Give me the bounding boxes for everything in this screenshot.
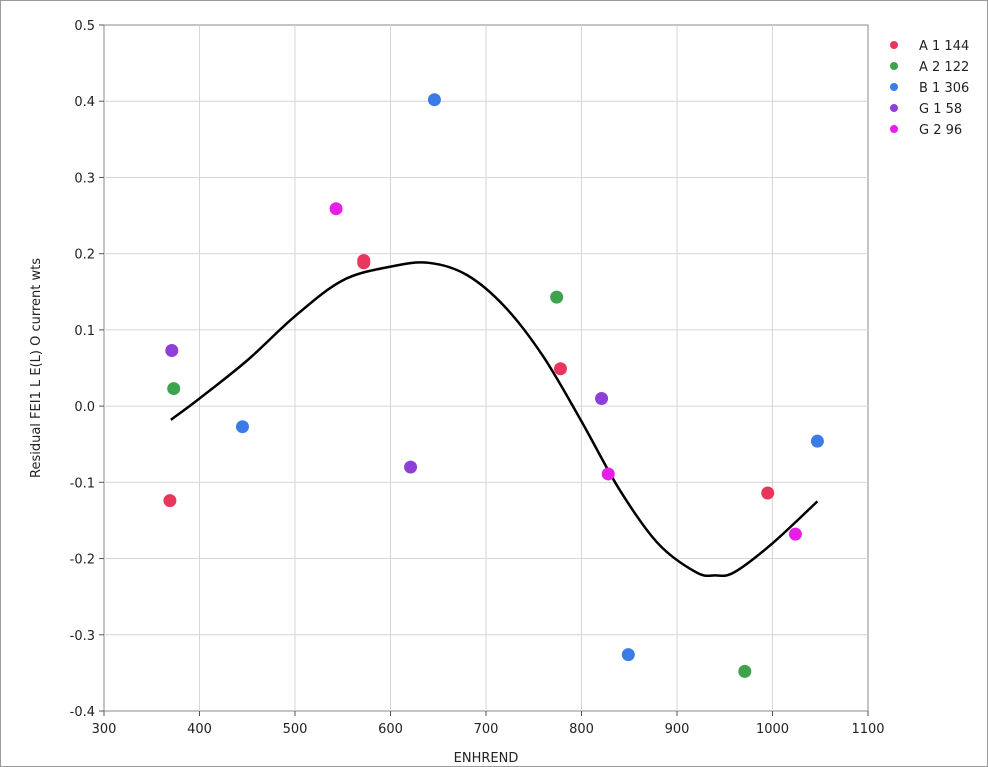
- legend-label: A 1 144: [919, 39, 969, 54]
- legend-marker: [890, 104, 898, 112]
- grid-lines: [104, 25, 868, 711]
- data-point: [761, 486, 775, 500]
- x-tick-label: 700: [474, 722, 499, 737]
- x-tick-label: 800: [569, 722, 594, 737]
- legend-marker: [890, 125, 898, 133]
- y-tick-label: -0.3: [70, 629, 95, 644]
- x-tick-label: 300: [92, 722, 117, 737]
- data-point: [404, 460, 418, 474]
- y-tick-label: -0.1: [70, 476, 95, 491]
- y-tick-label: 0.2: [74, 248, 95, 263]
- x-axis-ticks: 300 400 500 600 700 800 900 1000 1100: [92, 711, 885, 737]
- data-point: [357, 254, 371, 268]
- y-tick-label: -0.2: [70, 553, 95, 568]
- legend-marker: [890, 41, 898, 49]
- y-tick-label: -0.4: [70, 705, 95, 720]
- x-tick-label: 1000: [756, 722, 789, 737]
- y-axis-label: Residual FEI1 L E(L) O current wts: [29, 258, 44, 478]
- legend-label: B 1 306: [919, 81, 969, 96]
- data-points: [163, 93, 824, 678]
- data-point: [427, 93, 441, 107]
- x-tick-label: 500: [283, 722, 308, 737]
- data-point: [550, 290, 564, 304]
- data-point: [810, 434, 824, 448]
- data-point: [167, 382, 181, 396]
- legend-label: G 2 96: [919, 123, 962, 138]
- data-point: [235, 420, 249, 434]
- y-tick-label: 0.4: [74, 95, 95, 110]
- y-axis-ticks: -0.4 -0.3 -0.2 -0.1 0.0 0.1 0.2 0.3 0.4 0.5: [70, 19, 104, 720]
- legend-marker: [890, 83, 898, 91]
- fit-curve: [170, 261, 819, 578]
- legend-label: G 1 58: [919, 102, 962, 117]
- data-point: [738, 664, 752, 678]
- y-tick-label: 0.0: [74, 400, 95, 415]
- y-tick-label: 0.5: [74, 19, 95, 34]
- data-point: [329, 202, 343, 216]
- x-tick-label: 1100: [851, 722, 884, 737]
- legend-marker: [890, 62, 898, 70]
- x-tick-label: 400: [187, 722, 212, 737]
- data-point: [788, 527, 802, 541]
- legend-label: A 2 122: [919, 60, 969, 75]
- data-point: [621, 648, 635, 662]
- data-point: [595, 391, 609, 405]
- y-tick-label: 0.1: [74, 324, 95, 339]
- data-point: [601, 467, 615, 481]
- x-tick-label: 600: [378, 722, 403, 737]
- data-point: [553, 362, 567, 376]
- y-tick-label: 0.3: [74, 171, 95, 186]
- x-tick-label: 900: [665, 722, 690, 737]
- data-point: [165, 343, 179, 357]
- data-point: [163, 494, 177, 508]
- legend: A 1 144 A 2 122 B 1 306 G 1 58 G 2 96: [890, 39, 969, 138]
- x-axis-label: ENHREND: [454, 751, 519, 766]
